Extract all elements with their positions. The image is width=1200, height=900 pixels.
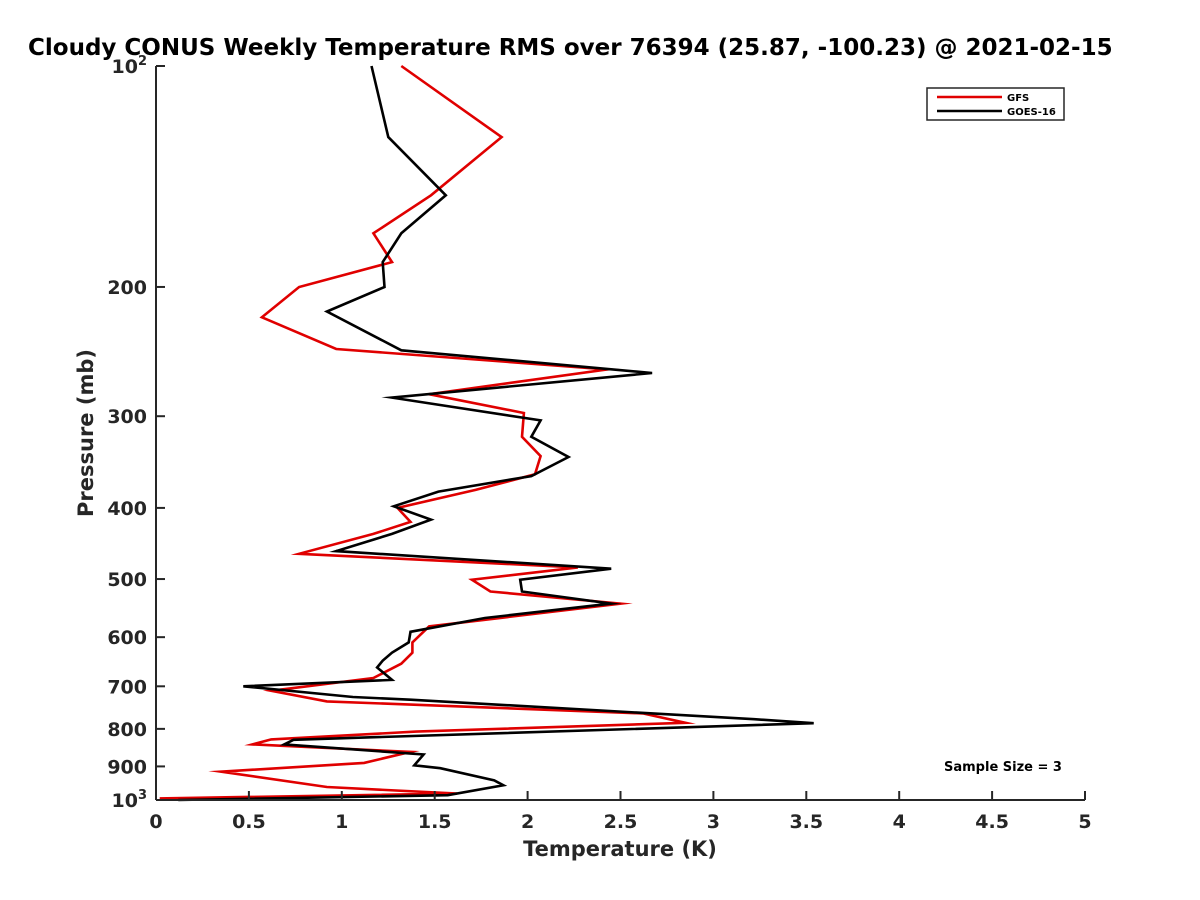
x-tick-label: 2.5 — [604, 811, 638, 833]
x-tick-label: 3 — [707, 811, 720, 833]
y-tick-label: 900 — [107, 756, 147, 778]
legend-label: GOES-16 — [1007, 107, 1056, 118]
x-tick-label: 5 — [1078, 811, 1091, 833]
x-tick-label: 1.5 — [418, 811, 452, 833]
y-tick-label: 300 — [107, 406, 147, 428]
series-line-goes-16 — [178, 65, 814, 802]
legend-box — [926, 87, 1065, 121]
y-tick-label: 103 — [112, 788, 148, 812]
x-tick-label: 0.5 — [232, 811, 266, 833]
x-tick-label: 2 — [521, 811, 534, 833]
x-tick-label: 0 — [149, 811, 162, 833]
chart-title: Cloudy CONUS Weekly Temperature RMS over… — [28, 35, 1113, 61]
plot-area: 0 0.5 1 1.5 2 2.5 3 3.5 4 4.5 5 102 200 300 400 500 600 7… — [107, 54, 1091, 833]
y-axis-label: Pressure (mb) — [74, 349, 98, 517]
x-tick-label: 4.5 — [975, 811, 1009, 833]
y-tick-label: 500 — [107, 569, 147, 591]
y-tick-label: 200 — [107, 277, 147, 299]
series-line-gfs — [159, 64, 696, 800]
legend: GFS GOES-16 — [926, 87, 1065, 121]
legend-label: GFS — [1007, 93, 1029, 104]
x-tick-label: 3.5 — [789, 811, 823, 833]
y-tick-label: 102 — [112, 54, 148, 78]
y-tick-label: 800 — [107, 719, 147, 741]
y-tick-label: 600 — [107, 627, 147, 649]
sample-size-annotation: Sample Size = 3 — [944, 760, 1062, 775]
y-tick-label: 700 — [107, 676, 147, 698]
x-tick-label: 4 — [893, 811, 906, 833]
x-axis-label: Temperature (K) — [523, 837, 717, 861]
y-tick-label: 400 — [107, 498, 147, 520]
x-tick-label: 1 — [335, 811, 348, 833]
